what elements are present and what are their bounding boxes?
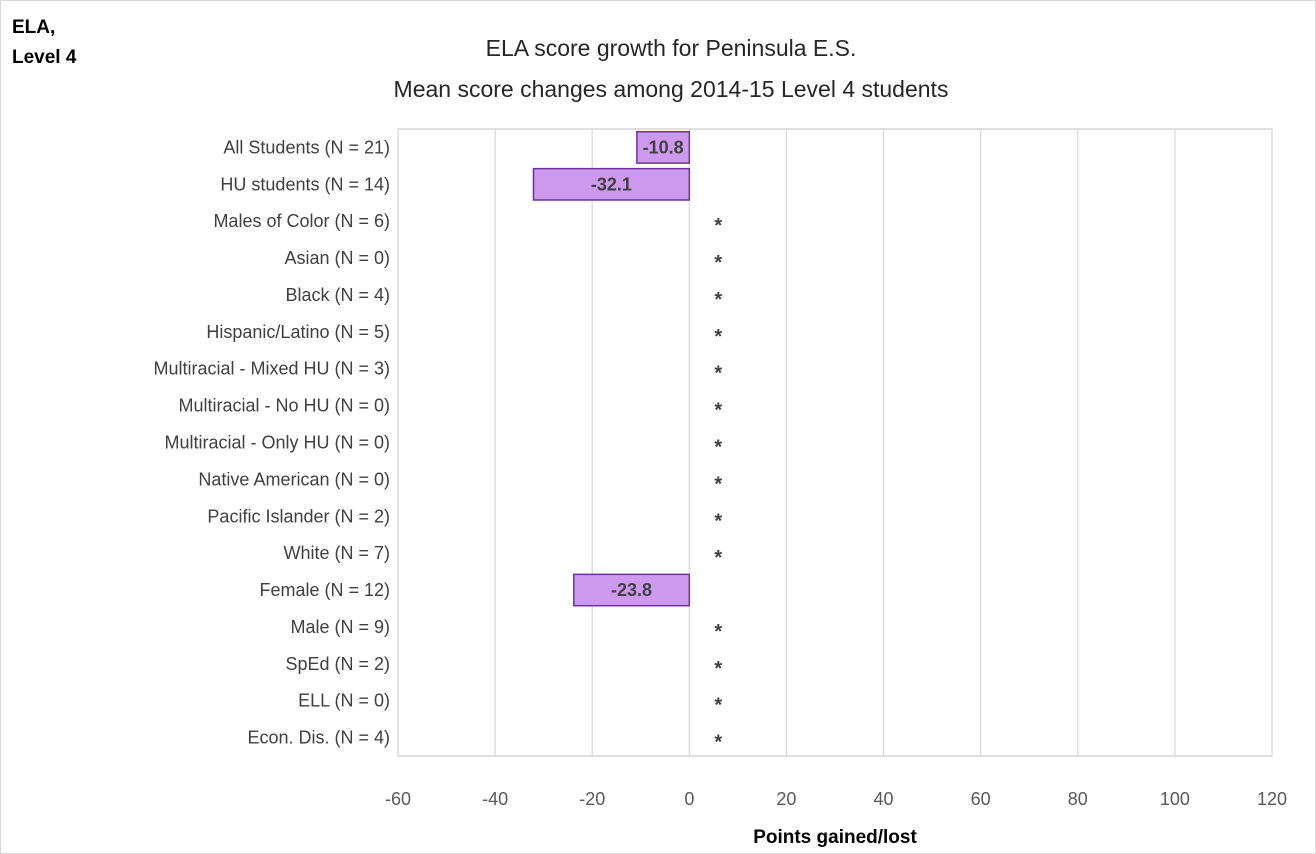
- data-label: -10.8: [643, 137, 684, 157]
- category-label: Female (N = 12): [259, 580, 390, 600]
- bar: [636, 131, 691, 164]
- plot-area: [397, 128, 1273, 757]
- category-label: Multiracial - Mixed HU (N = 3): [153, 359, 390, 379]
- suppressed-marker: *: [714, 732, 722, 754]
- category-label: Native American (N = 0): [198, 469, 390, 489]
- category-label: Black (N = 4): [285, 285, 390, 305]
- bar: [532, 167, 691, 201]
- category-label: Multiracial - No HU (N = 0): [178, 396, 390, 416]
- category-label: SpEd (N = 2): [285, 654, 390, 674]
- suppressed-marker: *: [714, 326, 722, 348]
- suppressed-marker: *: [714, 621, 722, 643]
- suppressed-marker: *: [714, 658, 722, 680]
- data-label: -23.8: [611, 580, 652, 600]
- suppressed-marker: *: [714, 437, 722, 459]
- category-label: Pacific Islander (N = 2): [207, 506, 390, 526]
- x-axis-title: Points gained/lost: [753, 827, 917, 848]
- category-label: Males of Color (N = 6): [213, 211, 390, 231]
- chart-subtitle: Mean score changes among 2014-15 Level 4…: [393, 76, 949, 102]
- data-label: -32.1: [591, 174, 632, 194]
- suppressed-marker: *: [714, 400, 722, 422]
- suppressed-marker: *: [714, 510, 722, 532]
- category-label: Hispanic/Latino (N = 5): [206, 322, 390, 342]
- x-tick-label: 80: [1068, 789, 1088, 809]
- category-label: Econ. Dis. (N = 4): [247, 728, 390, 748]
- suppressed-marker: *: [714, 289, 722, 311]
- x-tick-label: 100: [1160, 789, 1190, 809]
- chart-title: ELA score growth for Peninsula E.S.: [485, 35, 857, 61]
- x-tick-label: 120: [1257, 789, 1287, 809]
- category-label: All Students (N = 21): [223, 137, 390, 157]
- suppressed-marker: *: [714, 547, 722, 569]
- category-label: HU students (N = 14): [220, 174, 390, 194]
- x-tick-label: -40: [482, 789, 508, 809]
- x-tick-label: 0: [684, 789, 694, 809]
- x-tick-label: 40: [874, 789, 894, 809]
- suppressed-marker: *: [714, 695, 722, 717]
- suppressed-marker: *: [714, 473, 722, 495]
- category-label: Asian (N = 0): [284, 248, 390, 268]
- x-tick-label: -20: [579, 789, 605, 809]
- category-label: Multiracial - Only HU (N = 0): [164, 433, 390, 453]
- suppressed-marker: *: [714, 363, 722, 385]
- corner-tag-subject: ELA,: [12, 17, 56, 38]
- corner-tag: ELA, Level 4: [12, 13, 132, 73]
- corner-tag-level: Level 4: [12, 47, 77, 68]
- x-tick-label: 60: [971, 789, 991, 809]
- category-label: White (N = 7): [283, 543, 390, 563]
- bar: [573, 573, 691, 607]
- x-tick-label: -60: [385, 789, 411, 809]
- x-tick-label: 20: [776, 789, 796, 809]
- suppressed-marker: *: [714, 252, 722, 274]
- suppressed-marker: *: [714, 215, 722, 237]
- category-label: ELL (N = 0): [298, 691, 390, 711]
- category-label: Male (N = 9): [290, 617, 390, 637]
